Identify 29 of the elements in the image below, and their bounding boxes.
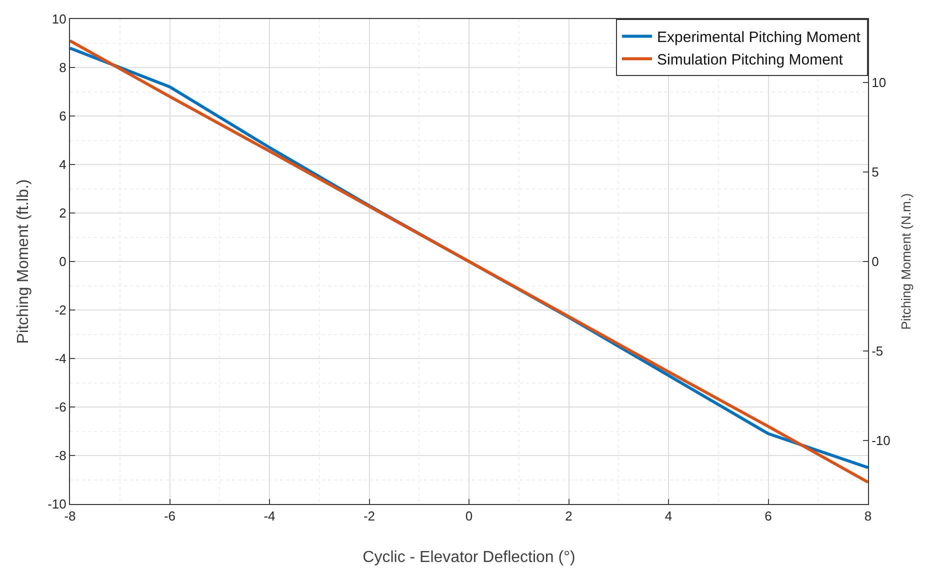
y2-tick-label: 10 <box>872 75 886 90</box>
x-tick-label: 2 <box>565 508 572 524</box>
x-tick-label: 8 <box>864 508 872 524</box>
x-tick-label: 0 <box>465 508 473 524</box>
y-tick-label: -2 <box>54 302 66 318</box>
y-axis-title: Pitching Moment (ft.lb.) <box>15 179 32 344</box>
legend-label: Simulation Pitching Moment <box>657 52 844 69</box>
legend-label: Experimental Pitching Moment <box>657 29 862 46</box>
x-tick-label: 6 <box>764 508 772 524</box>
y-tick-label: 4 <box>59 157 66 172</box>
y-tick-label: -10 <box>48 496 66 512</box>
y-tick-label: 2 <box>59 206 66 221</box>
x-tick-label: -4 <box>264 508 276 524</box>
y2-tick-label: -5 <box>872 343 884 358</box>
y-tick-label: 8 <box>59 60 66 76</box>
x-tick-label: -2 <box>363 508 376 524</box>
x-tick-label: 4 <box>664 508 672 524</box>
y2-axis-title: Pitching Moment (N.m.) <box>898 193 914 330</box>
y-tick-label: 0 <box>59 254 66 270</box>
y-tick-label: 10 <box>52 12 66 27</box>
y2-tick-label: 5 <box>872 164 879 180</box>
y2-tick-label: 0 <box>872 254 879 270</box>
y-tick-label: -8 <box>54 448 66 464</box>
x-axis-title: Cyclic - Elevator Deflection (°) <box>362 549 576 566</box>
y-tick-label: -4 <box>54 351 66 366</box>
y-tick-label: 6 <box>59 108 66 124</box>
y2-tick-label: -10 <box>872 432 890 448</box>
y-tick-label: -6 <box>54 400 66 415</box>
x-tick-label: -6 <box>164 508 176 524</box>
